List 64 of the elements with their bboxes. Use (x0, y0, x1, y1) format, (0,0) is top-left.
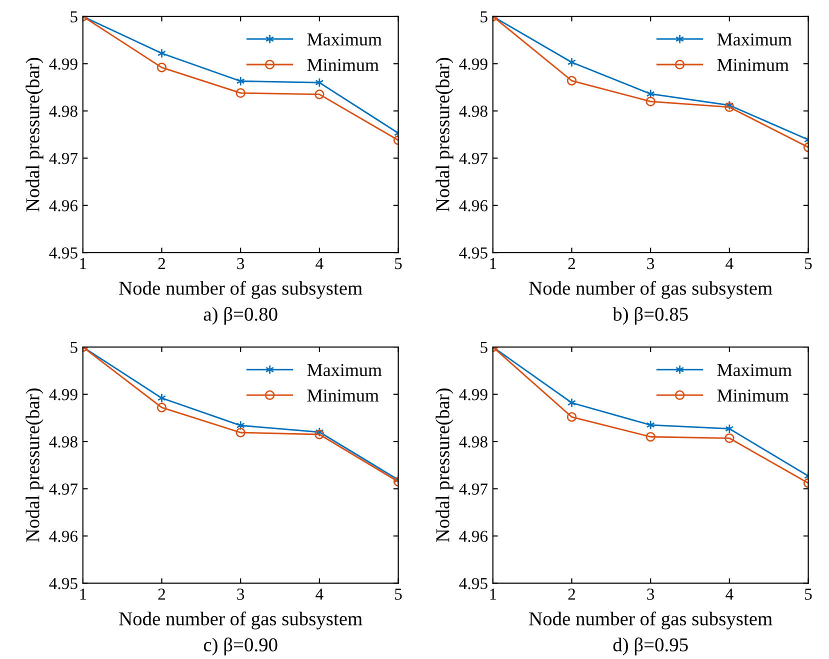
y-tick-label: 4.98 (459, 106, 488, 117)
y-tick-label: 4.97 (459, 484, 488, 495)
y-axis-title: Nodal pressure(bar) (26, 58, 44, 212)
legend-label: Maximum (307, 33, 382, 46)
x-tick-label: 5 (395, 258, 402, 270)
y-tick-label: 4.96 (459, 200, 488, 212)
x-tick-label: 3 (237, 258, 244, 270)
x-tick-label: 3 (647, 258, 654, 270)
x-tick-label: 5 (395, 588, 402, 600)
y-tick-label: 4.96 (49, 530, 78, 542)
x-tick-label: 4 (726, 588, 734, 600)
x-tick-label: 1 (80, 258, 86, 270)
legend-label: Minimum (307, 58, 379, 72)
x-axis-title: Node number of gas subsystem (529, 612, 772, 630)
x-tick-label: 1 (80, 588, 86, 600)
y-tick-label: 4.98 (49, 106, 78, 117)
text: b) β=0.85 (612, 306, 688, 325)
y-axis-title: Nodal pressure(bar) (436, 58, 454, 212)
y-tick-label: 4.97 (49, 152, 78, 164)
y-tick-label: 5 (480, 11, 488, 22)
x-axis-title: Node number of gas subsystem (119, 612, 362, 630)
legend-label: Minimum (717, 58, 789, 72)
y-axis-title: Nodal pressure(bar) (436, 388, 454, 542)
y-tick-label: 4.95 (49, 247, 78, 259)
y-tick-label: 4.96 (49, 200, 78, 212)
y-tick-label: 4.95 (459, 247, 488, 259)
x-tick-label: 4 (316, 258, 324, 270)
x-tick-label: 5 (805, 588, 812, 600)
y-tick-label: 4.99 (49, 389, 78, 400)
x-tick-label: 3 (237, 588, 244, 600)
x-tick-label: 2 (158, 588, 165, 600)
x-tick-label: 4 (316, 588, 324, 600)
y-tick-label: 5 (480, 342, 488, 354)
y-axis-title: Nodal pressure(bar) (26, 388, 44, 542)
y-tick-label: 4.99 (459, 58, 488, 70)
x-tick-label: 1 (490, 588, 496, 600)
y-tick-label: 5 (70, 342, 78, 354)
legend-label: Minimum (717, 390, 789, 402)
y-tick-label: 4.98 (459, 436, 488, 448)
x-tick-label: 1 (490, 258, 496, 270)
x-tick-label: 2 (568, 588, 575, 600)
x-tick-label: 4 (726, 258, 734, 270)
x-tick-label: 3 (647, 588, 654, 600)
legend-label: Maximum (717, 364, 792, 376)
y-tick-label: 4.97 (459, 152, 488, 164)
x-tick-label: 2 (158, 258, 165, 270)
y-tick-label: 4.99 (459, 389, 488, 400)
y-tick-label: 4.98 (49, 436, 78, 448)
y-tick-label: 4.96 (459, 530, 488, 542)
y-tick-label: 4.97 (49, 484, 78, 495)
legend-label: Maximum (717, 33, 792, 46)
y-tick-label: 4.95 (49, 578, 78, 590)
x-axis-title: Node number of gas subsystem (119, 280, 362, 299)
legend-label: Minimum (307, 390, 379, 402)
y-tick-label: 5 (70, 11, 78, 22)
text: c) β=0.90 (204, 638, 278, 656)
x-tick-label: 5 (805, 258, 812, 270)
text: a) β=0.80 (204, 306, 278, 325)
x-tick-label: 2 (568, 258, 575, 270)
x-axis-title: Node number of gas subsystem (529, 280, 772, 299)
y-tick-label: 4.95 (459, 578, 488, 590)
text: d) β=0.95 (613, 638, 688, 656)
y-tick-label: 4.99 (49, 58, 78, 70)
legend-label: Maximum (307, 364, 382, 376)
